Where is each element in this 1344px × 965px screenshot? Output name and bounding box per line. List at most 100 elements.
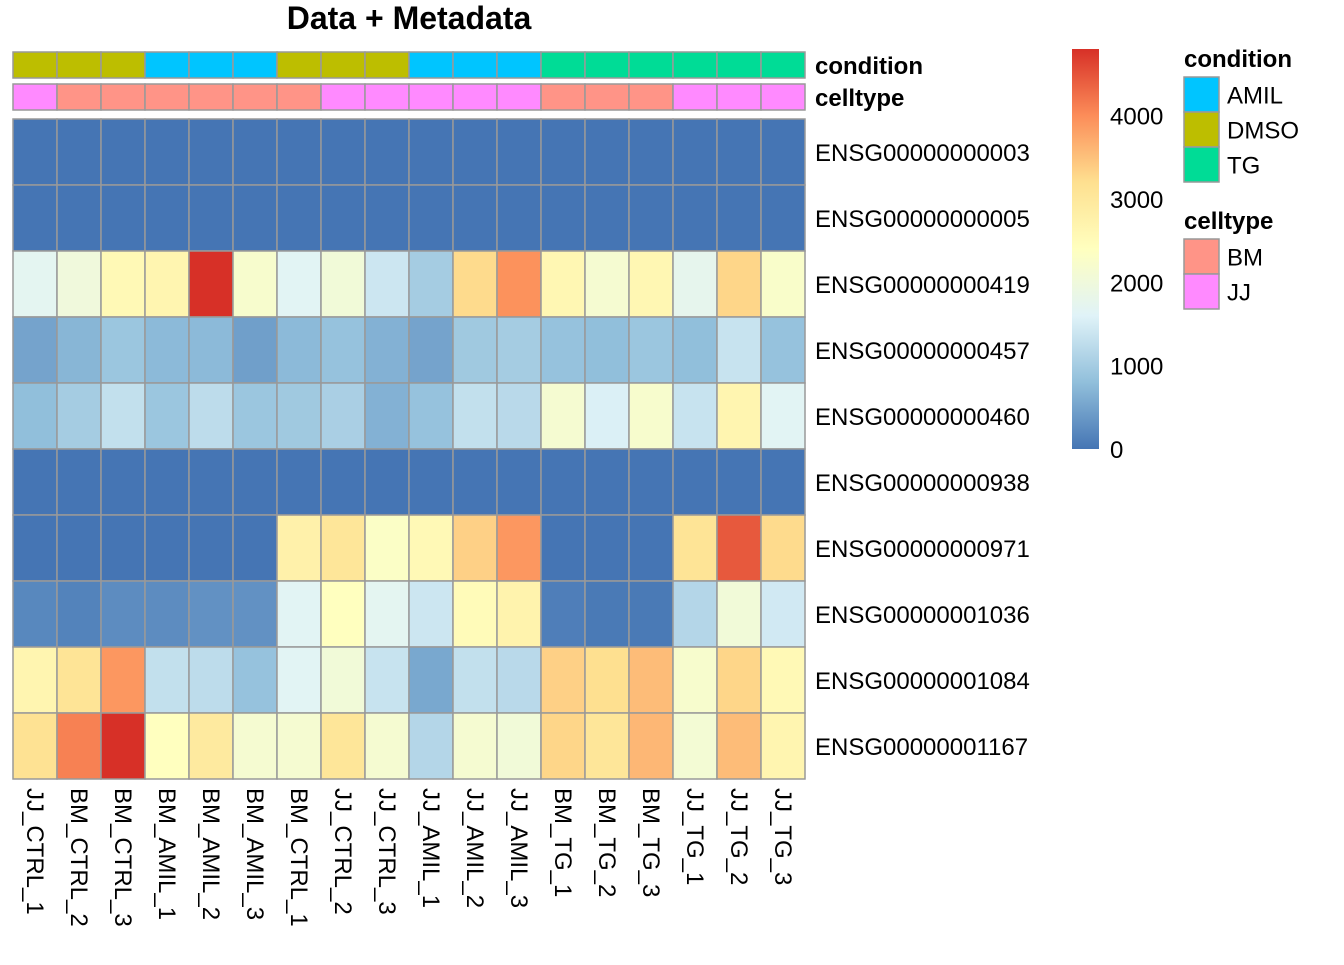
heatmap-cell xyxy=(408,184,454,252)
annotation-cell-condition-18 xyxy=(760,51,806,79)
annotation-legend: condition AMIL DMSO TG celltype BM JJ xyxy=(1183,46,1299,310)
heatmap-cell xyxy=(12,316,58,384)
heatmap-cell xyxy=(672,646,718,714)
colorbar-tick-label: 3000 xyxy=(1110,187,1163,214)
heatmap-cell xyxy=(760,646,806,714)
legend-label-amil: AMIL xyxy=(1227,83,1283,110)
heatmap-cell xyxy=(628,184,674,252)
heatmap-cell xyxy=(760,382,806,450)
heatmap-cell xyxy=(584,250,630,318)
annotation-cell-celltype-9 xyxy=(364,83,410,111)
column-label: JJ_TG_1 xyxy=(681,788,708,885)
heatmap-cell xyxy=(100,118,146,186)
heatmap-cell xyxy=(56,580,102,648)
heatmap-cell xyxy=(628,514,674,582)
annotation-cell-condition-2 xyxy=(56,51,102,79)
heatmap-cell xyxy=(320,580,366,648)
annotation-cell-celltype-5 xyxy=(188,83,234,111)
heatmap-cell xyxy=(100,712,146,780)
heatmap-cell xyxy=(540,646,586,714)
column-label: BM_AMIL_1 xyxy=(153,788,180,920)
heatmap-cell xyxy=(408,646,454,714)
annotation-cell-condition-12 xyxy=(496,51,542,79)
annotation-cell-celltype-4 xyxy=(144,83,190,111)
heatmap-cell xyxy=(716,184,762,252)
annotation-cell-condition-17 xyxy=(716,51,762,79)
heatmap-cell xyxy=(276,712,322,780)
column-label: JJ_CTRL_3 xyxy=(373,788,400,915)
annotation-label-condition: condition xyxy=(815,53,923,80)
heatmap-cell xyxy=(364,250,410,318)
annotation-cell-condition-16 xyxy=(672,51,718,79)
row-label: ENSG00000000003 xyxy=(815,140,1030,167)
heatmap-cell xyxy=(584,448,630,516)
chart-title: Data + Metadata xyxy=(287,0,532,36)
heatmap-cell xyxy=(540,514,586,582)
heatmap-cell xyxy=(320,646,366,714)
heatmap-cell xyxy=(188,250,234,318)
heatmap-cell xyxy=(496,580,542,648)
heatmap-cell xyxy=(496,382,542,450)
heatmap-cell xyxy=(672,250,718,318)
heatmap-cell xyxy=(364,382,410,450)
heatmap-cell xyxy=(408,448,454,516)
column-label: JJ_CTRL_1 xyxy=(21,788,48,915)
heatmap-cell xyxy=(540,184,586,252)
heatmap-cell xyxy=(672,712,718,780)
heatmap-cell xyxy=(540,712,586,780)
heatmap-cell xyxy=(364,712,410,780)
heatmap-cell xyxy=(452,316,498,384)
heatmap-cell xyxy=(716,448,762,516)
annotation-cell-condition-11 xyxy=(452,51,498,79)
heatmap-cell xyxy=(364,448,410,516)
heatmap-cell xyxy=(760,580,806,648)
heatmap-cell xyxy=(496,250,542,318)
annotation-cell-condition-13 xyxy=(540,51,586,79)
legend-title-celltype: celltype xyxy=(1184,208,1273,235)
column-labels: JJ_CTRL_1 BM_CTRL_2 BM_CTRL_3 BM_AMIL_1 BM_A… xyxy=(21,788,796,927)
annotation-cell-condition-4 xyxy=(144,51,190,79)
heatmap-cell xyxy=(760,184,806,252)
heatmap-cell xyxy=(276,316,322,384)
heatmap-cell xyxy=(628,118,674,186)
heatmap-cell xyxy=(672,514,718,582)
legend-swatch-jj xyxy=(1183,273,1220,310)
heatmap-cell xyxy=(56,316,102,384)
heatmap-cell xyxy=(716,118,762,186)
heatmap-cell xyxy=(100,316,146,384)
annotation-cell-condition-14 xyxy=(584,51,630,79)
heatmap-cell xyxy=(408,316,454,384)
heatmap-cell xyxy=(716,712,762,780)
annotation-cell-celltype-14 xyxy=(584,83,630,111)
heatmap-cell xyxy=(232,514,278,582)
annotation-cell-celltype-12 xyxy=(496,83,542,111)
heatmap-cell xyxy=(364,580,410,648)
legend-swatch-tg xyxy=(1183,146,1220,183)
heatmap-cell xyxy=(540,316,586,384)
heatmap-cell xyxy=(188,514,234,582)
heatmap-cell xyxy=(496,316,542,384)
heatmap-cell xyxy=(100,382,146,450)
heatmap-cell xyxy=(408,712,454,780)
column-label: BM_TG_3 xyxy=(637,788,664,897)
annotation-cell-condition-10 xyxy=(408,51,454,79)
annotation-cell-celltype-6 xyxy=(232,83,278,111)
heatmap-cell xyxy=(188,382,234,450)
heatmap-cell xyxy=(144,382,190,450)
heatmap-cell xyxy=(12,382,58,450)
annotation-cell-celltype-10 xyxy=(408,83,454,111)
heatmap-cell xyxy=(56,118,102,186)
heatmap-cell xyxy=(144,316,190,384)
row-label: ENSG00000000419 xyxy=(815,272,1030,299)
heatmap-cell xyxy=(276,250,322,318)
heatmap-cell xyxy=(452,118,498,186)
heatmap-cell xyxy=(100,580,146,648)
heatmap-cell xyxy=(144,250,190,318)
heatmap-cell xyxy=(584,118,630,186)
heatmap-cell xyxy=(628,448,674,516)
heatmap-cell xyxy=(540,382,586,450)
heatmap-cell xyxy=(452,580,498,648)
heatmap-cell xyxy=(100,448,146,516)
row-label: ENSG00000001036 xyxy=(815,602,1030,629)
heatmap-cell xyxy=(320,118,366,186)
